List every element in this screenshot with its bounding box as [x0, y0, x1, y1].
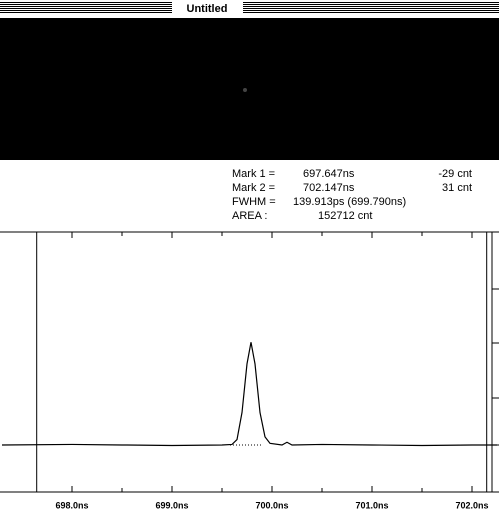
- image-spot: [243, 88, 247, 92]
- info-label: Mark 1 =: [232, 168, 275, 180]
- info-label: FWHM =: [232, 196, 276, 208]
- signal-line: [1, 342, 497, 447]
- image-area[interactable]: [0, 18, 499, 160]
- info-label: AREA :: [232, 210, 267, 222]
- info-label: Mark 2 =: [232, 182, 275, 194]
- window-title[interactable]: Untitled: [187, 3, 228, 15]
- x-tick-label: 699.0ns: [155, 500, 188, 510]
- title-stripes: [0, 2, 172, 14]
- info-value: 702.147ns: [303, 182, 355, 194]
- info-panel: Mark 1 = 697.647ns -29 cnt Mark 2 = 702.…: [232, 168, 472, 222]
- y-ticks: [492, 288, 499, 446]
- info-value: 139.913ps (699.790ns): [293, 196, 406, 208]
- x-tick-label: 698.0ns: [55, 500, 88, 510]
- info-value: 697.647ns: [303, 168, 355, 180]
- x-tick-label: 701.0ns: [355, 500, 388, 510]
- title-stripes: [243, 2, 499, 14]
- info-value: 152712 cnt: [318, 210, 372, 222]
- info-value: -29 cnt: [438, 168, 472, 180]
- info-value: 31 cnt: [442, 182, 472, 194]
- x-tick-label: 700.0ns: [255, 500, 288, 510]
- x-tick-label: 702.0ns: [455, 500, 488, 510]
